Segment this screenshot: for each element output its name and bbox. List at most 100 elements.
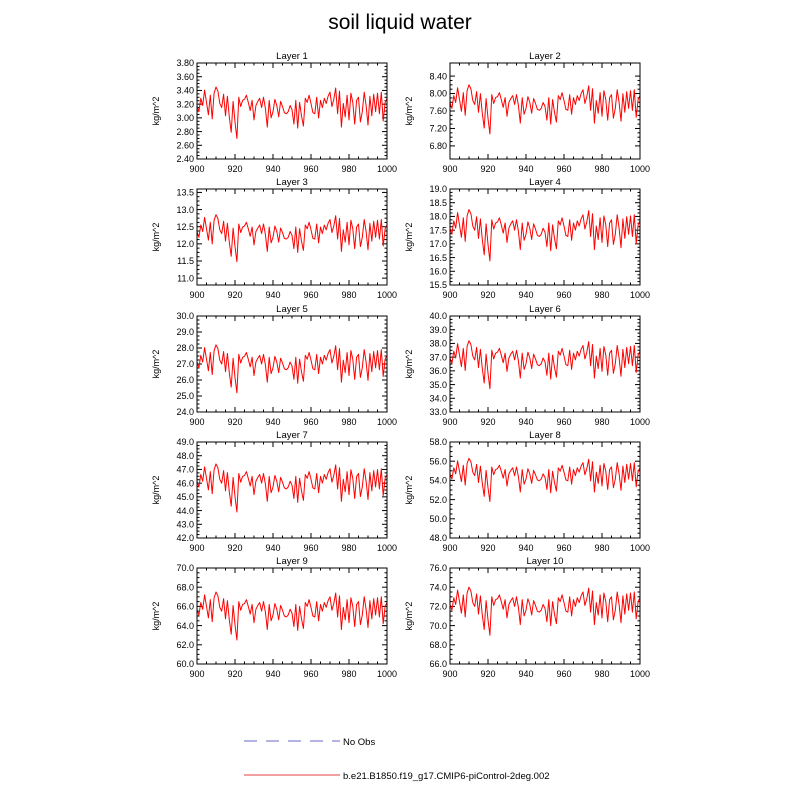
y-tick-label: 72.0 (429, 602, 447, 612)
series-line (196, 463, 388, 513)
x-tick-label: 940 (518, 164, 533, 174)
y-axis-label: kg/m^2 (151, 223, 161, 252)
x-tick-label: 960 (303, 417, 318, 427)
plot-frame (449, 315, 641, 413)
y-tick-label: 3.20 (176, 99, 194, 109)
series-line (196, 591, 388, 641)
x-tick-label: 920 (480, 669, 495, 679)
y-tick-label: 13.5 (176, 188, 194, 198)
x-tick-label: 1000 (630, 669, 650, 679)
y-tick-label: 18.5 (429, 198, 447, 208)
x-tick-label: 900 (442, 543, 457, 553)
panel-layer-1: Layer 1 kg/m^2 900 920 940 960 980 1000 2.40 2.60… (151, 51, 397, 174)
y-axis-label: kg/m^2 (151, 350, 161, 379)
x-tick-label: 940 (265, 290, 280, 300)
x-tick-label: 980 (594, 290, 609, 300)
x-tick-label: 1000 (377, 543, 397, 553)
chart-title: soil liquid water (328, 11, 472, 34)
y-tick-label: 11.0 (177, 273, 194, 283)
y-tick-label: 76.0 (429, 563, 447, 573)
plot-frame (196, 315, 388, 413)
y-tick-label: 13.0 (176, 205, 194, 215)
plot-frame (196, 441, 388, 539)
series-line (196, 344, 388, 394)
panel-title: Layer 10 (527, 556, 564, 567)
x-tick-label: 1000 (630, 290, 650, 300)
y-tick-label: 3.00 (176, 113, 194, 123)
legend: No Obs b.e21.B1850.f19_g17.CMIP6-piContr… (244, 737, 550, 782)
y-tick-label: 60.0 (176, 659, 194, 669)
y-tick-label: 33.0 (429, 407, 447, 417)
panel-title: Layer 1 (276, 51, 308, 62)
x-tick-label: 900 (442, 417, 457, 427)
y-tick-label: 29.0 (176, 327, 194, 337)
panel-title: Layer 5 (276, 304, 308, 315)
x-tick-label: 1000 (377, 417, 397, 427)
series-line (196, 86, 388, 139)
x-tick-label: 940 (518, 290, 533, 300)
y-tick-label: 19.0 (429, 184, 447, 194)
y-axis-label: kg/m^2 (404, 350, 414, 379)
y-tick-label: 48.0 (176, 451, 194, 461)
panel-title: Layer 3 (276, 177, 308, 188)
y-tick-label: 70.0 (429, 621, 447, 631)
x-tick-label: 960 (303, 164, 318, 174)
x-tick-label: 960 (556, 164, 571, 174)
y-axis-label: kg/m^2 (151, 476, 161, 505)
plot-frame (196, 567, 388, 665)
y-tick-label: 11.5 (177, 256, 194, 266)
x-tick-label: 920 (227, 417, 242, 427)
x-tick-label: 960 (303, 543, 318, 553)
y-axis-label: kg/m^2 (404, 476, 414, 505)
panel-title: Layer 9 (276, 556, 308, 567)
panels: Layer 1 kg/m^2 900 920 940 960 980 1000 2.40 2.60… (151, 51, 650, 679)
plot-frame (449, 567, 641, 665)
y-tick-label: 17.0 (429, 239, 447, 249)
panel-title: Layer 4 (529, 177, 561, 188)
y-tick-label: 49.0 (176, 437, 194, 447)
y-tick-label: 39.0 (429, 325, 447, 335)
y-tick-label: 7.20 (429, 124, 447, 134)
y-tick-label: 74.0 (429, 582, 447, 592)
x-tick-label: 920 (480, 417, 495, 427)
series-line (449, 209, 641, 262)
x-tick-label: 960 (556, 417, 571, 427)
y-tick-label: 50.0 (429, 514, 447, 524)
panel-layer-8: Layer 8 kg/m^2 900 920 940 960 980 1000 48.0 50.0… (404, 430, 650, 553)
y-tick-label: 43.0 (176, 519, 194, 529)
y-tick-label: 7.60 (429, 106, 447, 116)
series-line (449, 340, 641, 390)
x-tick-label: 980 (341, 669, 356, 679)
y-tick-label: 8.00 (429, 89, 447, 99)
y-axis-label: kg/m^2 (404, 602, 414, 631)
y-tick-label: 37.0 (429, 352, 447, 362)
x-tick-label: 960 (556, 669, 571, 679)
x-tick-label: 1000 (630, 543, 650, 553)
y-tick-label: 70.0 (176, 563, 194, 573)
x-tick-label: 900 (189, 417, 204, 427)
x-tick-label: 1000 (377, 669, 397, 679)
y-tick-label: 12.5 (176, 222, 194, 232)
y-tick-label: 66.0 (429, 659, 447, 669)
y-axis-label: kg/m^2 (151, 97, 161, 126)
y-tick-label: 36.0 (429, 366, 447, 376)
y-tick-label: 40.0 (429, 311, 447, 321)
y-tick-label: 56.0 (429, 456, 447, 466)
panel-layer-7: Layer 7 kg/m^2 900 920 940 960 980 1000 42.0 43.0… (151, 430, 397, 553)
series-line (449, 457, 641, 503)
y-tick-label: 45.0 (176, 492, 194, 502)
y-axis-label: kg/m^2 (404, 223, 414, 252)
y-tick-label: 64.0 (176, 621, 194, 631)
y-tick-label: 18.0 (429, 212, 447, 222)
series-line (196, 214, 388, 263)
x-tick-label: 980 (594, 164, 609, 174)
y-tick-label: 15.5 (429, 280, 447, 290)
panel-layer-2: Layer 2 kg/m^2 900 920 940 960 980 1000 6.80 7.20… (404, 51, 650, 174)
x-tick-label: 1000 (377, 164, 397, 174)
y-tick-label: 46.0 (176, 478, 194, 488)
x-tick-label: 920 (480, 290, 495, 300)
y-tick-label: 12.0 (176, 239, 194, 249)
legend-model-label: b.e21.B1850.f19_g17.CMIP6-piControl-2deg… (343, 771, 550, 782)
x-tick-label: 920 (227, 669, 242, 679)
y-tick-label: 52.0 (429, 495, 447, 505)
